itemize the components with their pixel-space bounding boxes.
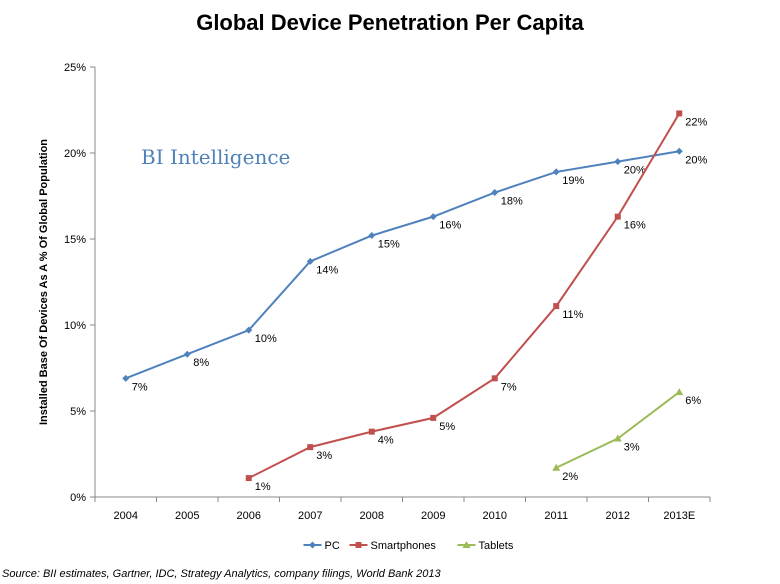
x-tick-label: 2005 bbox=[175, 510, 199, 522]
y-tick-label: 25% bbox=[64, 62, 86, 74]
data-label: 7% bbox=[132, 381, 148, 393]
legend-label: PC bbox=[325, 540, 340, 552]
y-tick-label: 10% bbox=[64, 320, 86, 332]
data-point bbox=[676, 110, 683, 117]
data-label: 19% bbox=[562, 175, 584, 187]
data-point bbox=[552, 463, 561, 471]
series-layer: 7% 8% 10% 14% 15% 16% 18% 19% 20% 20% 1% 3% 4% 5% 7% 11… bbox=[122, 110, 707, 493]
data-label: 16% bbox=[624, 220, 646, 232]
data-point bbox=[429, 213, 437, 221]
y-tick-label: 5% bbox=[70, 406, 86, 418]
data-point bbox=[491, 189, 499, 197]
series-line bbox=[125, 150, 680, 380]
data-point bbox=[306, 257, 314, 265]
data-label: 20% bbox=[624, 165, 646, 177]
x-tick-label: 2012 bbox=[606, 510, 630, 522]
data-label: 4% bbox=[378, 435, 394, 447]
data-label: 11% bbox=[562, 309, 583, 321]
data-label: 7% bbox=[501, 381, 517, 393]
data-point bbox=[462, 541, 471, 548]
legend-item-smartphones: Smartphones bbox=[349, 540, 437, 552]
data-point bbox=[309, 541, 316, 549]
data-point bbox=[675, 388, 684, 396]
data-point bbox=[368, 232, 376, 240]
data-point bbox=[245, 326, 253, 334]
data-label: 3% bbox=[624, 442, 640, 454]
data-point bbox=[355, 542, 362, 548]
data-point bbox=[245, 475, 252, 482]
data-point bbox=[613, 434, 622, 442]
data-point bbox=[614, 213, 621, 220]
x-tick-label: 2008 bbox=[360, 510, 384, 522]
x-tick-label: 2009 bbox=[421, 510, 445, 522]
legend-label: Tablets bbox=[479, 540, 514, 552]
data-point bbox=[307, 444, 314, 451]
legend: PC Smartphones Tablets bbox=[303, 540, 514, 552]
legend-item-pc: PC bbox=[303, 540, 340, 552]
data-label: 10% bbox=[255, 333, 277, 345]
x-tick-label: 2013E bbox=[663, 510, 695, 522]
x-tick-label: 2011 bbox=[544, 510, 568, 522]
data-point bbox=[368, 428, 375, 435]
data-point bbox=[614, 158, 622, 166]
data-point bbox=[553, 303, 560, 310]
chart-axes: 0% 5% 10% 15% 20% 25% 2004 2005 2006 2007 2008 2009… bbox=[64, 62, 711, 522]
data-label: 14% bbox=[316, 264, 338, 276]
watermark: BI Intelligence bbox=[141, 145, 290, 169]
series-smartphones: 1% 3% 4% 5% 7% 11% 16% 22% bbox=[245, 110, 707, 493]
data-point bbox=[675, 147, 683, 155]
legend-label: Smartphones bbox=[371, 540, 437, 552]
data-point bbox=[552, 168, 560, 176]
y-tick-label: 15% bbox=[64, 234, 86, 246]
series-line bbox=[555, 391, 680, 469]
series-pc: 7% 8% 10% 14% 15% 16% 18% 19% 20% 20% bbox=[122, 147, 707, 393]
data-point bbox=[491, 375, 498, 382]
x-tick-label: 2006 bbox=[237, 510, 261, 522]
x-tick-label: 2004 bbox=[114, 510, 138, 522]
y-tick-label: 0% bbox=[70, 492, 86, 504]
x-tick-label: 2007 bbox=[298, 510, 322, 522]
data-label: 18% bbox=[501, 196, 523, 208]
data-label: 20% bbox=[685, 154, 707, 166]
data-label: 3% bbox=[316, 450, 332, 462]
series-line bbox=[248, 112, 681, 479]
data-label: 6% bbox=[685, 395, 701, 407]
bi-intelligence-logo: BI Intelligence bbox=[141, 145, 290, 169]
series-tablets: 2% 3% 6% bbox=[552, 388, 701, 483]
data-point bbox=[430, 414, 437, 421]
data-label: 15% bbox=[378, 239, 400, 251]
data-label: 2% bbox=[562, 471, 578, 483]
data-label: 1% bbox=[255, 481, 271, 493]
source-note: Source: BII estimates, Gartner, IDC, Str… bbox=[2, 568, 441, 580]
data-point bbox=[183, 350, 191, 358]
x-tick-label: 2010 bbox=[483, 510, 507, 522]
data-label: 8% bbox=[193, 357, 209, 369]
chart-title: Global Device Penetration Per Capita bbox=[196, 10, 584, 35]
data-label: 5% bbox=[439, 421, 455, 433]
data-label: 22% bbox=[685, 116, 707, 128]
data-point bbox=[122, 374, 130, 382]
legend-item-tablets: Tablets bbox=[457, 540, 514, 552]
data-label: 16% bbox=[439, 220, 461, 232]
y-tick-label: 20% bbox=[64, 148, 86, 160]
